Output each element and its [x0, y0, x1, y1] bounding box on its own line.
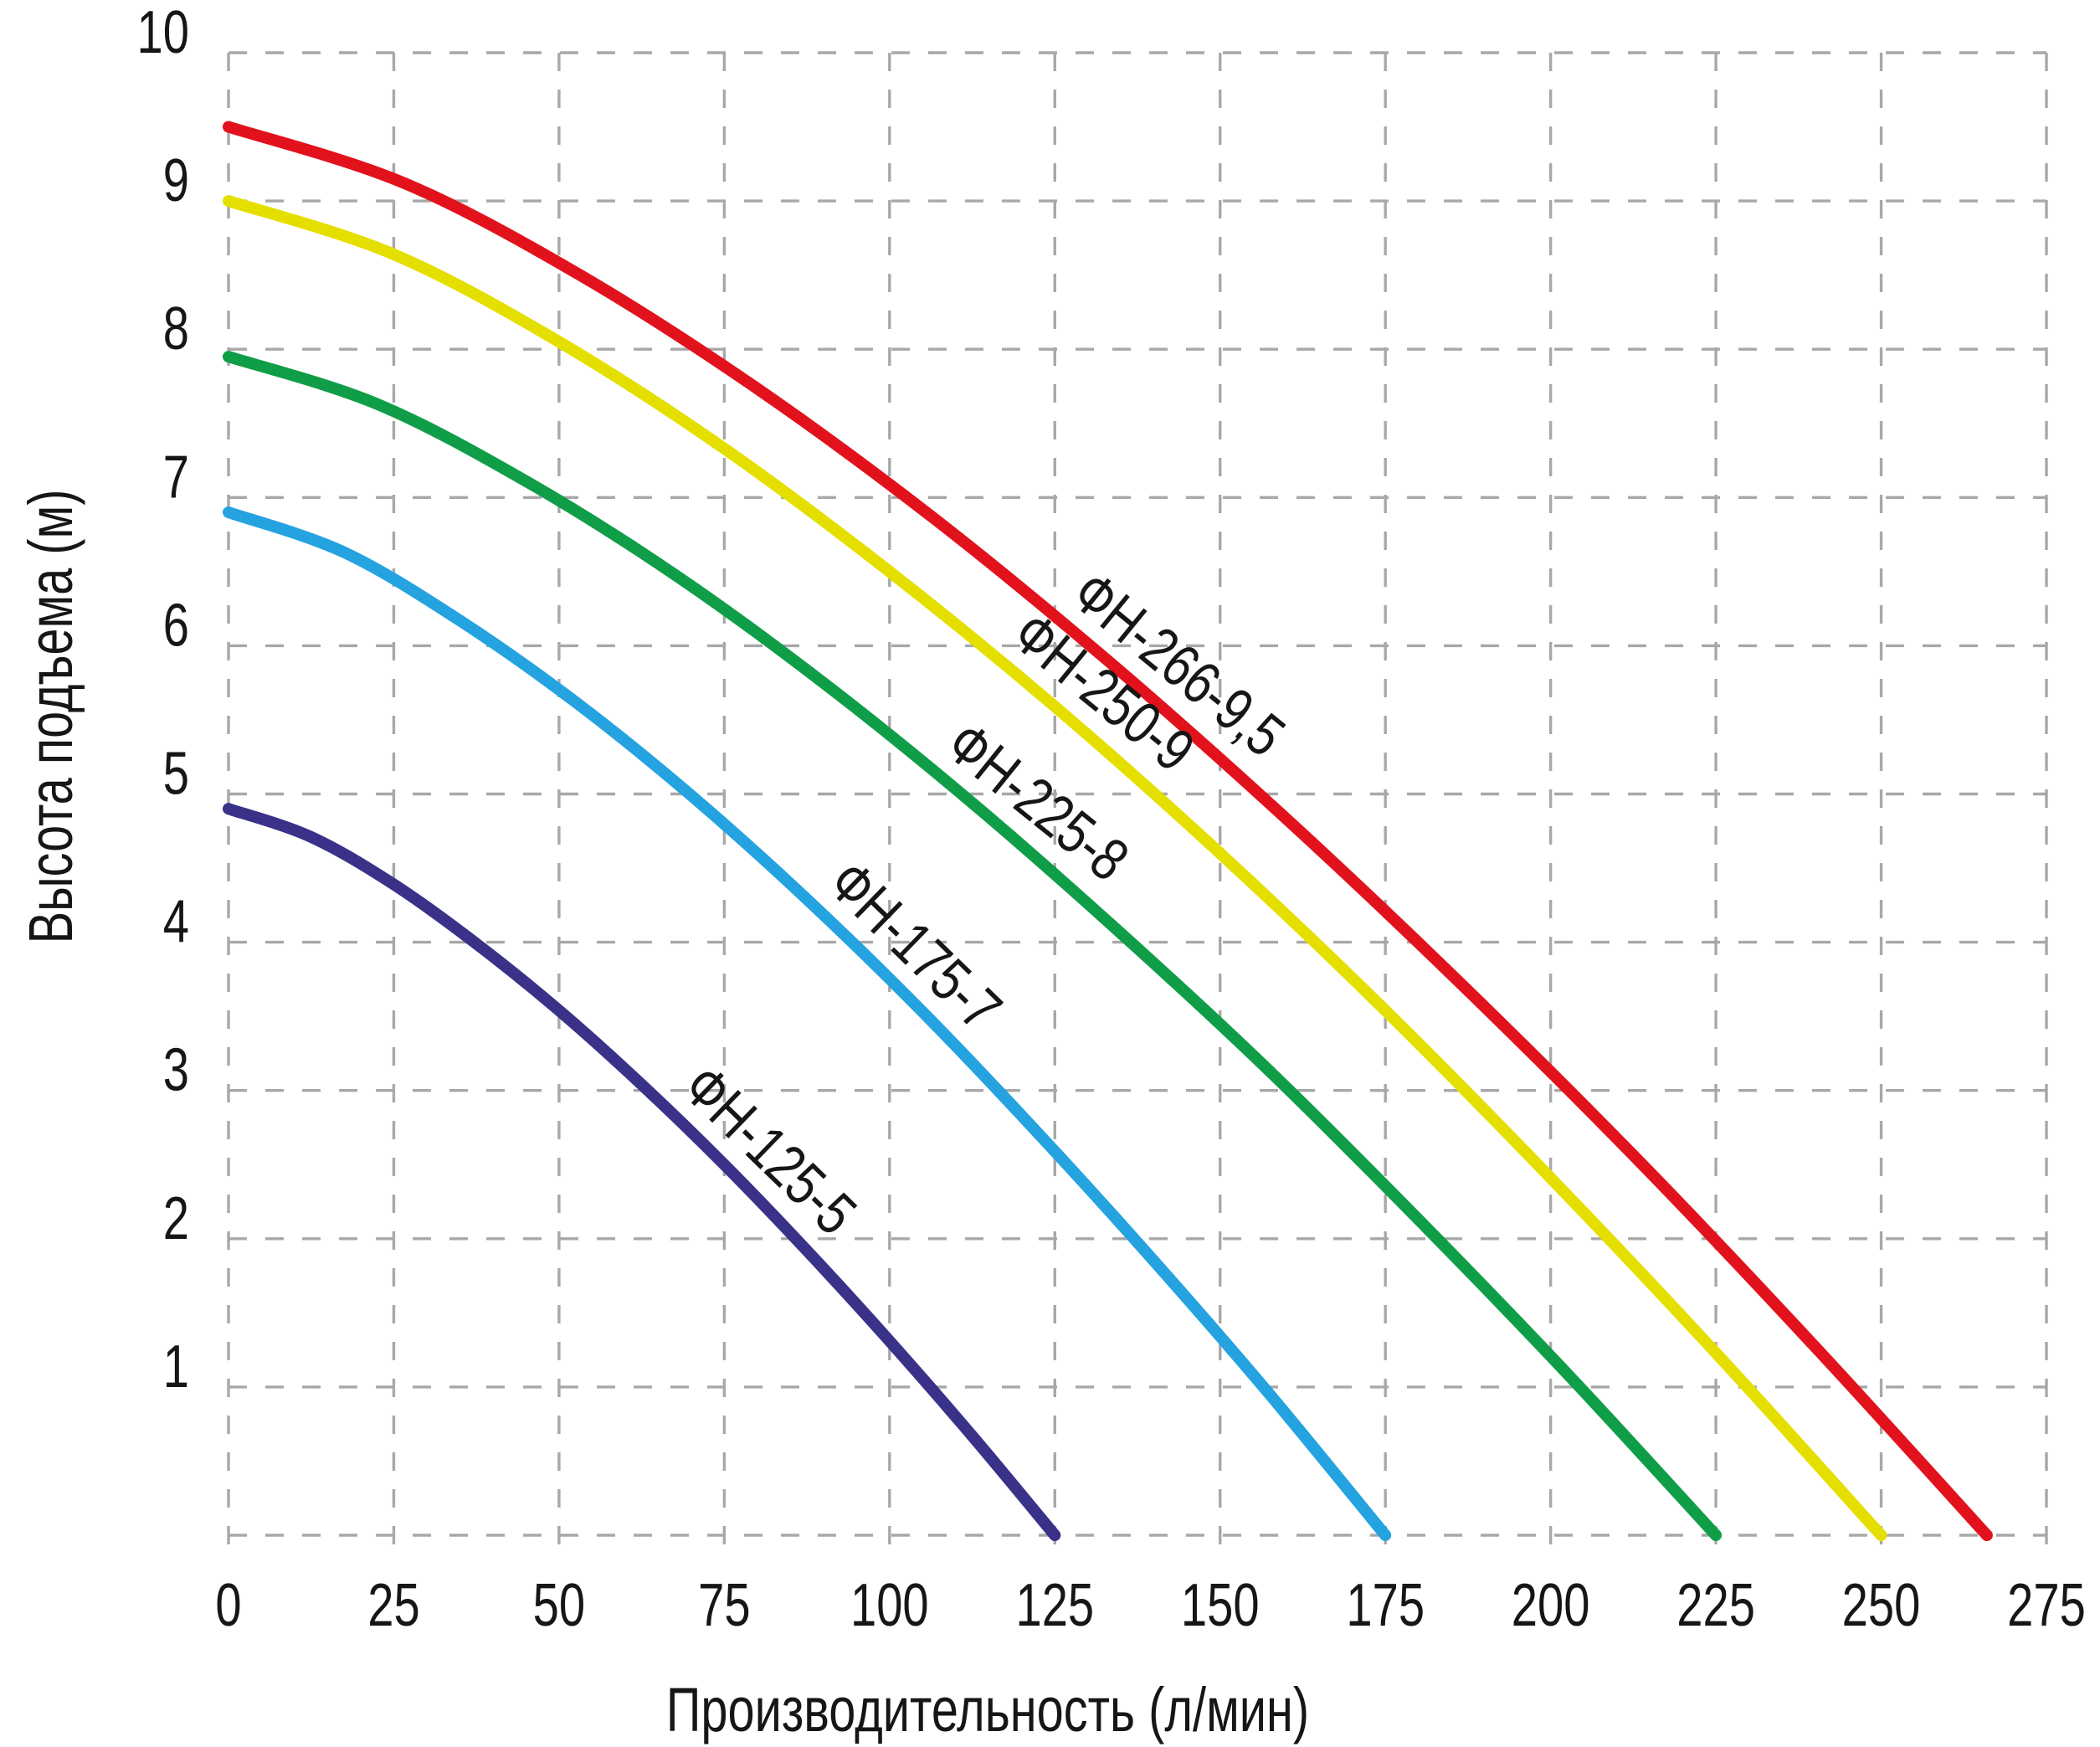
grid — [227, 51, 2048, 1551]
x-tick-label: 150 — [1181, 1571, 1260, 1638]
x-tick-label: 225 — [1676, 1571, 1755, 1638]
y-tick-label: 9 — [163, 146, 189, 213]
series-curve — [223, 803, 1061, 1541]
series-curve — [223, 195, 1887, 1541]
curves — [223, 121, 1993, 1541]
x-tick-label: 75 — [698, 1571, 750, 1638]
y-tick-label: 10 — [137, 0, 189, 66]
x-tick-label: 275 — [2007, 1571, 2086, 1638]
y-tick-label: 6 — [163, 592, 189, 659]
series-curve — [223, 351, 1723, 1541]
y-tick-label: 7 — [163, 444, 189, 511]
y-tick-label: 8 — [163, 295, 189, 362]
y-axis-title: Высота подъема (м) — [17, 490, 86, 944]
x-tick-label: 200 — [1512, 1571, 1590, 1638]
x-tick-label: 50 — [533, 1571, 585, 1638]
series-label: ФН-175-7 — [816, 848, 1014, 1043]
x-tick-label: 250 — [1842, 1571, 1921, 1638]
y-tick-label: 3 — [163, 1036, 189, 1103]
x-tick-label: 175 — [1346, 1571, 1425, 1638]
y-tick-label: 5 — [163, 740, 189, 807]
y-axis-tick-labels: 1 2 3 4 5 6 7 8 9 10 — [137, 0, 189, 1400]
curve-labels: ФН-125-5ФН-175-7ФН-225-8ФН-250-9ФН-266-9… — [671, 558, 1297, 1247]
x-tick-label: 125 — [1015, 1571, 1094, 1638]
y-tick-label: 4 — [163, 888, 189, 955]
x-axis-tick-labels: 0 25 50 75 100 125 150 175 200 225 250 275 — [215, 1571, 2085, 1638]
y-tick-label: 1 — [163, 1333, 189, 1400]
x-tick-label: 25 — [367, 1571, 419, 1638]
series-curve — [223, 121, 1993, 1541]
x-axis-title: Производительность (л/мин) — [666, 1676, 1309, 1745]
y-tick-label: 2 — [163, 1184, 189, 1251]
series-curve — [223, 506, 1392, 1541]
x-tick-label: 0 — [215, 1571, 241, 1638]
x-tick-label: 100 — [850, 1571, 929, 1638]
